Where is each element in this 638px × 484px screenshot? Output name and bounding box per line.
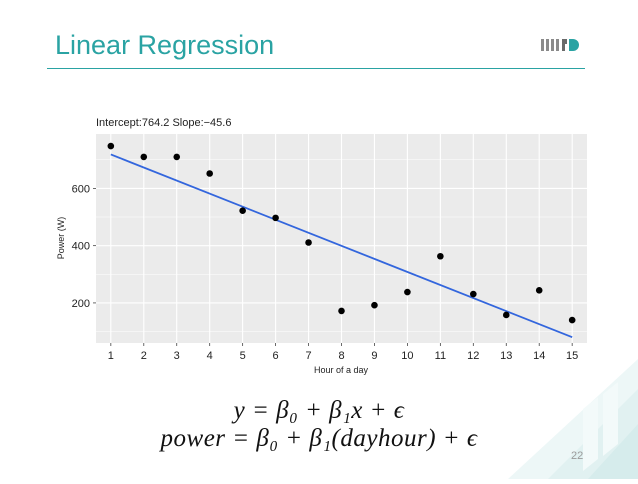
data-point (535, 287, 543, 294)
x-tick-label: 2 (141, 350, 147, 362)
mirtd-logo-icon (541, 37, 581, 53)
data-point (107, 142, 115, 150)
x-axis-ticks: 1 2 3 4 5 6 7 8 9 10 11 12 13 14 15 (108, 343, 578, 362)
y-tick-label: 200 (72, 298, 90, 310)
y-axis-ticks: 200 400 600 (72, 183, 96, 310)
data-point (338, 307, 345, 315)
x-tick-label: 15 (566, 350, 578, 362)
x-tick-label: 14 (533, 350, 545, 362)
page-number: 22 (571, 450, 584, 462)
slide-title: Linear Regression (55, 30, 275, 60)
data-point (305, 239, 312, 246)
x-tick-label: 4 (207, 350, 213, 362)
grid-major (96, 134, 587, 343)
x-tick-label: 12 (467, 350, 479, 362)
x-tick-label: 9 (371, 350, 377, 362)
y-tick-label: 600 (72, 183, 90, 195)
y-tick-label: 400 (72, 241, 90, 253)
fit-layer (110, 153, 573, 339)
data-point (239, 207, 246, 215)
x-tick-label: 11 (435, 350, 446, 362)
x-tick-label: 8 (338, 350, 344, 362)
x-tick-label: 13 (500, 350, 512, 362)
x-tick-label: 1 (108, 350, 114, 362)
data-point (173, 153, 181, 161)
x-tick-label: 3 (174, 350, 180, 362)
points-layer (107, 142, 576, 324)
data-point (404, 288, 411, 296)
x-tick-label: 6 (273, 350, 279, 362)
data-point (371, 301, 378, 309)
data-point (470, 290, 477, 298)
chart-title: Intercept:764.2 Slope:−45.6 (96, 117, 231, 129)
x-tick-label: 10 (401, 350, 413, 362)
formula-specific: power = β₀ + β₁(dayhour) + ϵ (160, 425, 478, 452)
x-axis-label: Hour of a day (314, 365, 369, 375)
x-tick-label: 7 (305, 350, 311, 362)
y-axis-label: Power (W) (56, 217, 66, 260)
title-divider (47, 68, 585, 69)
data-point (140, 153, 148, 161)
data-point (502, 311, 510, 319)
formula-general: y = β₀ + β₁x + ϵ (233, 397, 405, 424)
data-point (206, 170, 213, 177)
regression-line (110, 153, 573, 339)
data-point (272, 214, 279, 222)
x-tick-label: 5 (240, 350, 246, 362)
data-point (437, 252, 444, 260)
data-point (568, 316, 576, 324)
decorative-stripes (488, 349, 638, 479)
